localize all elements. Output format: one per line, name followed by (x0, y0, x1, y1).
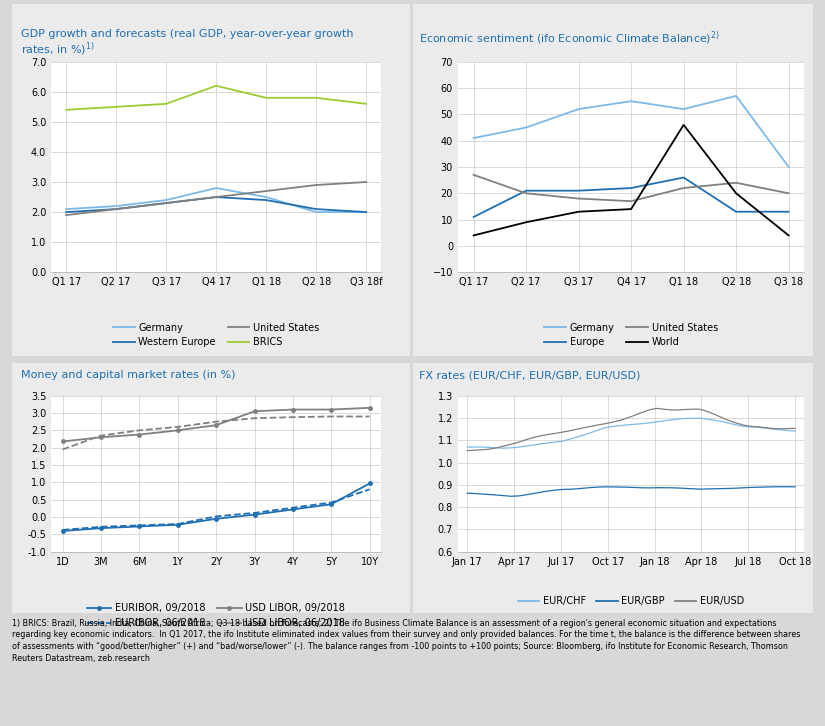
Text: GDP growth and forecasts (real GDP, year-over-year growth: GDP growth and forecasts (real GDP, year… (21, 29, 353, 39)
Legend: Germany, Europe, United States, World: Germany, Europe, United States, World (544, 322, 718, 348)
Legend: EURIBOR, 09/2018, EURIBOR, 06/2018, USD LIBOR, 09/2018, USD LIBOR, 06/2018: EURIBOR, 09/2018, EURIBOR, 06/2018, USD … (87, 603, 346, 628)
Legend: EUR/CHF, EUR/GBP, EUR/USD: EUR/CHF, EUR/GBP, EUR/USD (518, 596, 744, 606)
Text: Money and capital market rates (in %): Money and capital market rates (in %) (21, 370, 235, 380)
Text: 1) BRICS: Brazil, Russia, India, China, South Africa; Q3 18 based on forecasts; : 1) BRICS: Brazil, Russia, India, China, … (12, 619, 801, 663)
Text: FX rates (EUR/CHF, EUR/GBP, EUR/USD): FX rates (EUR/CHF, EUR/GBP, EUR/USD) (419, 370, 640, 380)
Text: rates, in %)$^{1)}$: rates, in %)$^{1)}$ (21, 40, 94, 57)
Text: Economic sentiment (ifo Economic Climate Balance)$^{2)}$: Economic sentiment (ifo Economic Climate… (419, 29, 720, 46)
Legend: Germany, Western Europe, United States, BRICS: Germany, Western Europe, United States, … (113, 322, 319, 348)
